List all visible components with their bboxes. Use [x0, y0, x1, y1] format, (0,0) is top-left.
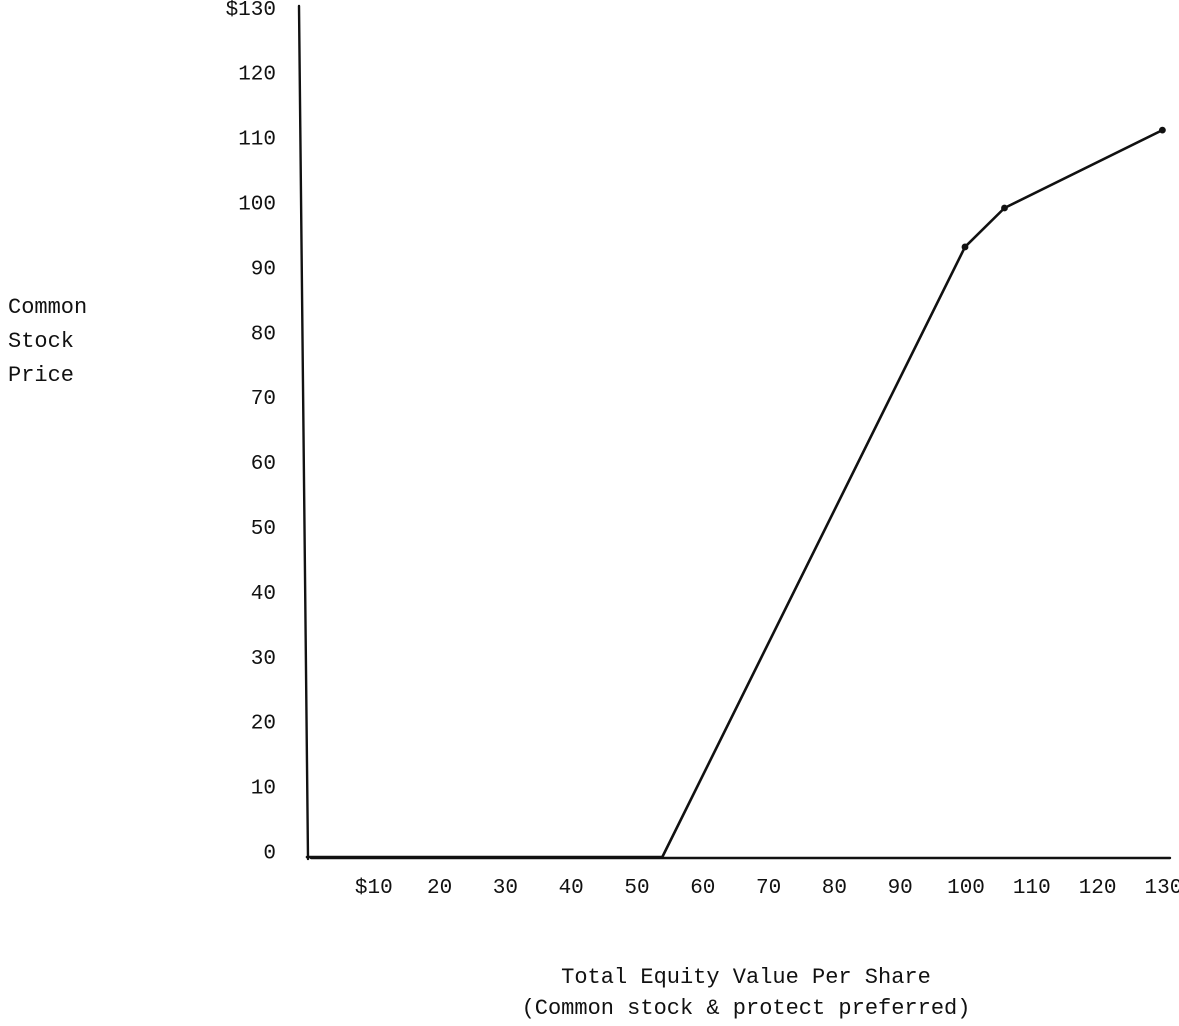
y-tick-label: 120 [238, 64, 276, 87]
y-axis-label-line: Price [8, 363, 74, 388]
y-tick-label: 90 [251, 258, 276, 281]
y-axis-ticks: 0 10 20 30 40 50 60 70 80 90 100 110 120 $130 [226, 0, 276, 866]
data-point [961, 243, 969, 251]
y-tick-label: 0 [263, 843, 276, 866]
x-axis-ticks: $10 20 30 40 50 60 70 80 90 100 110 120 130 [355, 877, 1179, 900]
y-axis-label-line: Common [8, 295, 87, 320]
x-tick-label: 110 [1013, 877, 1051, 900]
data-point [1001, 204, 1008, 212]
chart-series [305, 126, 1166, 859]
x-axis-label: Total Equity Value Per Share (Common stoc… [522, 965, 971, 1021]
x-tick-label: 40 [559, 877, 584, 900]
series-line [305, 128, 1164, 859]
x-tick-label: 100 [947, 877, 985, 900]
y-axis-line [297, 4, 310, 861]
data-point [1159, 126, 1166, 134]
y-axis-label-line: Stock [8, 329, 74, 354]
x-tick-label: 90 [888, 877, 913, 900]
x-tick-label: 70 [756, 877, 781, 900]
x-tick-label: 20 [427, 877, 452, 900]
y-tick-label: 80 [251, 323, 276, 346]
chart-axes [297, 4, 1172, 861]
x-tick-label: 120 [1079, 877, 1117, 900]
y-tick-label: 30 [251, 648, 276, 671]
x-tick-label: 130 [1144, 877, 1179, 900]
y-tick-label: 40 [251, 583, 276, 606]
x-tick-label: 30 [493, 877, 518, 900]
x-tick-label: $10 [355, 877, 393, 900]
y-tick-label: 100 [238, 194, 276, 217]
y-axis-label: Common Stock Price [8, 295, 87, 388]
x-axis-label-line: Total Equity Value Per Share [561, 965, 931, 990]
y-tick-label: 10 [251, 778, 276, 801]
y-tick-label: 50 [251, 518, 276, 541]
x-tick-label: 80 [822, 877, 847, 900]
x-tick-label: 50 [624, 877, 649, 900]
y-tick-label: 20 [251, 713, 276, 736]
x-axis-label-line: (Common stock & protect preferred) [522, 996, 971, 1021]
x-tick-label: 60 [690, 877, 715, 900]
y-tick-label: $130 [226, 0, 276, 22]
y-tick-label: 70 [251, 388, 276, 411]
y-tick-label: 60 [251, 453, 276, 476]
y-tick-label: 110 [238, 129, 276, 152]
